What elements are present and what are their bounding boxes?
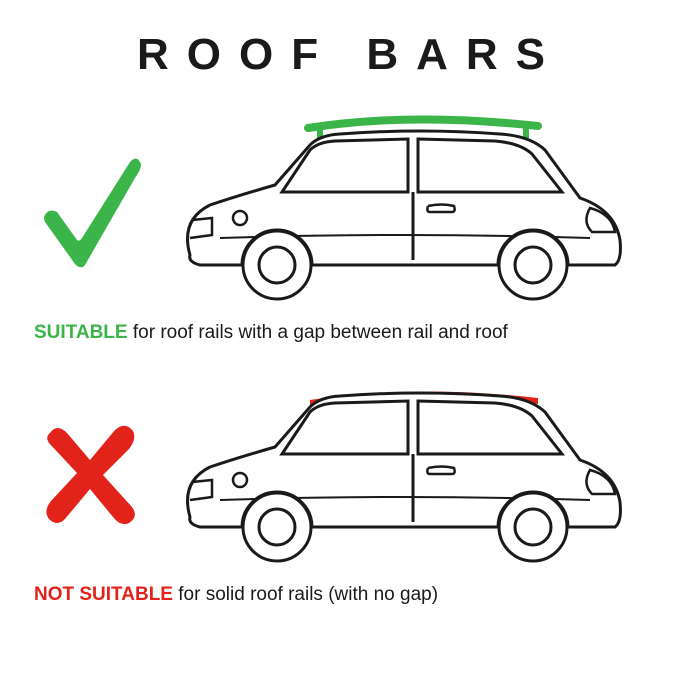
check-icon (35, 150, 145, 270)
car-not-suitable (160, 372, 640, 572)
page-title: ROOF BARS (30, 30, 670, 80)
not-suitable-text: for solid roof rails (with no gap) (173, 584, 438, 605)
suitable-caption: SUITABLE for roof rails with a gap betwe… (30, 322, 670, 344)
not-suitable-label: NOT SUITABLE (34, 584, 173, 605)
car-suitable (160, 110, 640, 310)
suitable-row (30, 110, 670, 310)
not-suitable-caption: NOT SUITABLE for solid roof rails (with … (30, 584, 670, 606)
suitable-label: SUITABLE (34, 322, 128, 343)
cross-icon (35, 415, 145, 530)
not-suitable-row (30, 372, 670, 572)
suitable-text: for roof rails with a gap between rail a… (128, 322, 508, 343)
